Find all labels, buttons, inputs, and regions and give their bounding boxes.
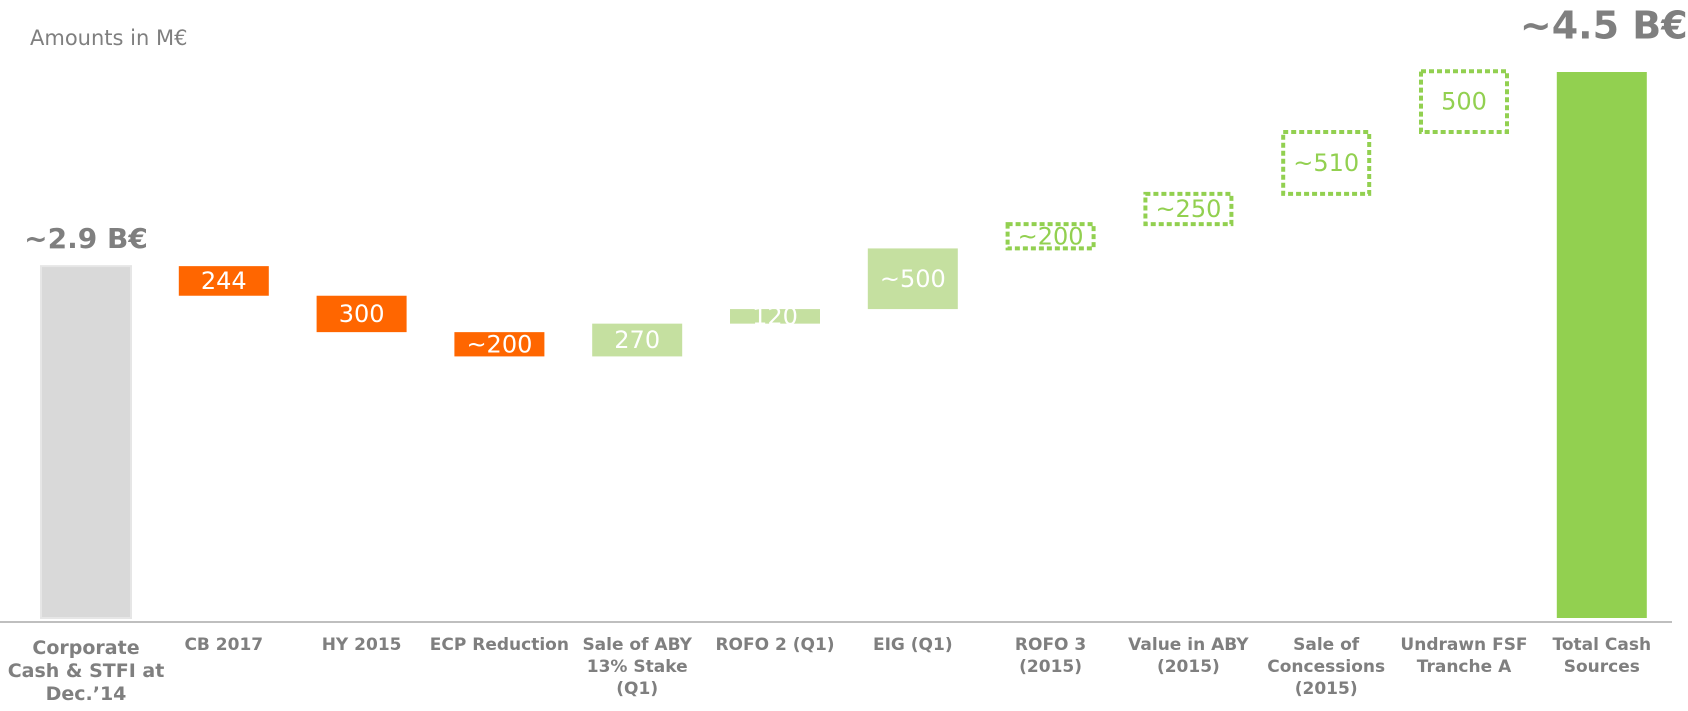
x-tick-label: Undrawn FSF Tranche A bbox=[1400, 635, 1528, 677]
x-tick-label: Corporate Cash & STFI at Dec.’14 bbox=[7, 637, 165, 705]
x-tick-label: Value in ABY (2015) bbox=[1128, 635, 1249, 677]
bar bbox=[592, 323, 683, 357]
bar bbox=[178, 266, 269, 296]
x-tick-label: ROFO 3 (2015) bbox=[1014, 635, 1087, 677]
subtitle: Amounts in M€ bbox=[30, 26, 188, 50]
bar bbox=[730, 309, 820, 324]
x-tick-label: HY 2015 bbox=[321, 635, 402, 655]
value-label: ~200 bbox=[1018, 222, 1084, 250]
bar bbox=[1419, 69, 1509, 134]
x-tick-label: Total Cash Sources bbox=[1552, 635, 1652, 677]
value-label: 120 bbox=[752, 302, 798, 330]
bar bbox=[1281, 129, 1372, 196]
bar bbox=[1005, 222, 1096, 251]
x-tick-label: ROFO 2 (Q1) bbox=[715, 635, 835, 655]
bar bbox=[1556, 72, 1647, 618]
x-tick-label: Sale of ABY 13% Stake (Q1) bbox=[582, 635, 692, 699]
bar bbox=[454, 332, 545, 357]
value-label: ~250 bbox=[1155, 195, 1221, 223]
value-label: ~510 bbox=[1293, 149, 1359, 177]
value-label: 300 bbox=[339, 300, 385, 328]
value-label: ~500 bbox=[880, 265, 946, 293]
value-label: ~200 bbox=[466, 330, 532, 358]
x-tick-label: EIG (Q1) bbox=[872, 635, 953, 655]
bar bbox=[316, 295, 407, 333]
bar bbox=[867, 248, 958, 310]
x-tick-label: CB 2017 bbox=[184, 635, 264, 655]
x-tick-label: Sale of Concessions (2015) bbox=[1267, 635, 1386, 699]
x-tick-label: ECP Reduction bbox=[429, 635, 569, 655]
bar bbox=[40, 265, 132, 619]
value-label: ~4.5 B€ bbox=[1520, 4, 1688, 48]
value-label: ~2.9 B€ bbox=[24, 222, 148, 255]
value-label: 500 bbox=[1441, 88, 1487, 116]
value-label: 244 bbox=[201, 267, 247, 295]
bar bbox=[1143, 191, 1234, 227]
value-label: 270 bbox=[614, 326, 660, 354]
